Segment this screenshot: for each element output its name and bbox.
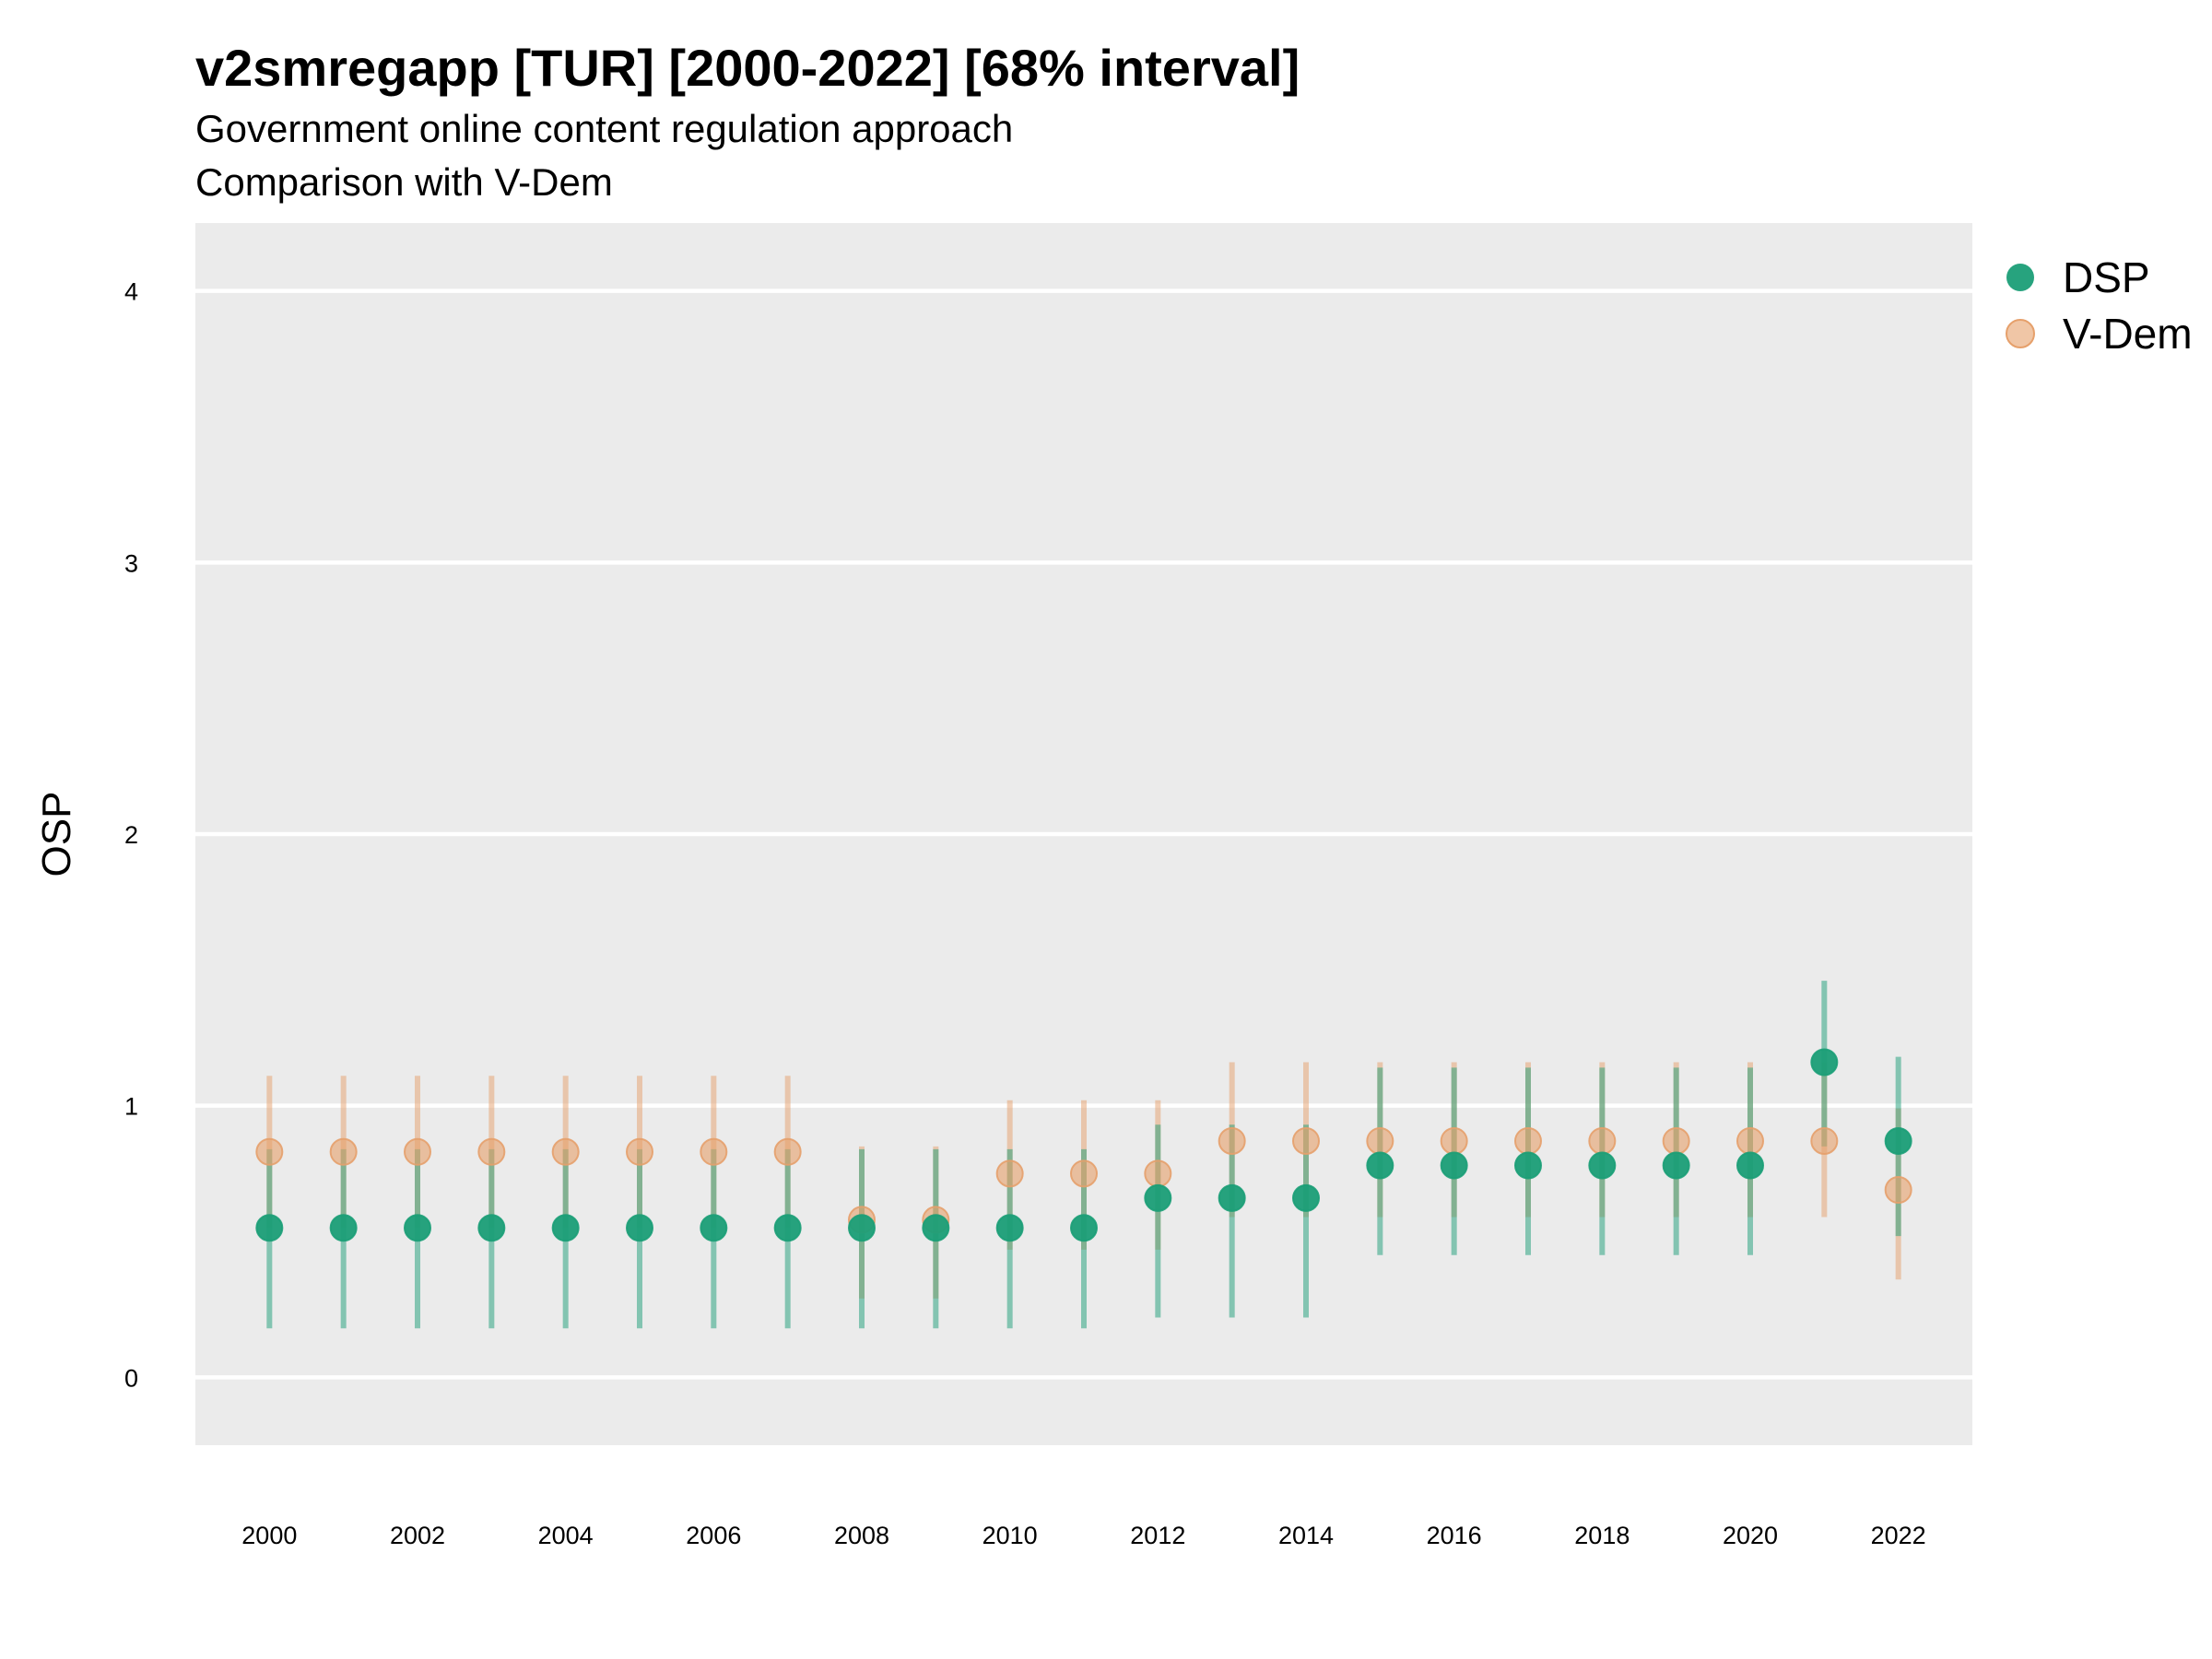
y-axis-label: OSP [34, 792, 79, 877]
point-vdem [1218, 1126, 1246, 1155]
x-tick-label: 2012 [1130, 1522, 1185, 1549]
point-dsp [1144, 1183, 1172, 1212]
chart-title: v2smregapp [TUR] [2000-2022] [68% interv… [195, 39, 1300, 97]
point-dsp [329, 1214, 358, 1242]
legend-label-dsp: DSP [2063, 253, 2150, 301]
point-vdem [1366, 1126, 1394, 1155]
point-vdem [1514, 1126, 1542, 1155]
y-tick-label: 3 [124, 549, 138, 577]
point-dsp [404, 1214, 431, 1242]
point-dsp [1884, 1126, 1912, 1155]
chart-subtitle-line-1: Government online content regulation app… [195, 107, 1013, 150]
point-vdem [1292, 1126, 1320, 1155]
data-points [255, 1048, 1912, 1242]
point-dsp [1292, 1183, 1320, 1212]
point-vdem [700, 1137, 728, 1166]
chart-subtitle-line-2: Comparison with V-Dem [195, 160, 613, 204]
x-tick-label: 2022 [1871, 1522, 1926, 1549]
point-vdem [1588, 1126, 1617, 1155]
x-tick-label: 2016 [1427, 1522, 1482, 1549]
point-dsp [1810, 1048, 1839, 1077]
point-vdem [1810, 1126, 1839, 1155]
y-tick-label: 1 [124, 1093, 138, 1121]
x-tick-label: 2020 [1723, 1522, 1778, 1549]
x-tick-label: 2010 [982, 1522, 1038, 1549]
point-vdem [1736, 1126, 1764, 1155]
point-dsp [551, 1214, 580, 1242]
point-dsp [1736, 1151, 1764, 1180]
point-vdem [626, 1137, 653, 1166]
legend-marker-vdem [2006, 319, 2035, 348]
point-dsp [1588, 1151, 1617, 1180]
point-dsp [1440, 1151, 1468, 1180]
x-tick-label: 2018 [1574, 1522, 1630, 1549]
point-dsp [477, 1214, 506, 1242]
point-vdem [1440, 1126, 1468, 1155]
point-vdem [773, 1137, 802, 1166]
x-axis-ticks: 2000 2002 2004 2006 2008 2010 2012 2014 2016 2018… [241, 1522, 1925, 1549]
point-vdem [404, 1137, 431, 1166]
point-dsp [626, 1214, 653, 1242]
x-tick-label: 2006 [686, 1522, 741, 1549]
point-dsp [995, 1214, 1024, 1242]
point-dsp [922, 1214, 950, 1242]
point-vdem [551, 1137, 580, 1166]
point-vdem [1070, 1159, 1098, 1188]
point-vdem [995, 1159, 1024, 1188]
x-tick-label: 2002 [390, 1522, 445, 1549]
point-dsp [1366, 1151, 1394, 1180]
point-dsp [700, 1214, 728, 1242]
legend: DSP V-Dem [2006, 253, 2193, 358]
y-tick-label: 4 [124, 278, 138, 306]
point-vdem [329, 1137, 358, 1166]
point-dsp [1514, 1151, 1542, 1180]
y-tick-label: 0 [124, 1364, 138, 1392]
point-vdem [255, 1137, 284, 1166]
y-axis-ticks: 0 1 2 3 4 [124, 278, 138, 1393]
point-vdem [1884, 1176, 1912, 1205]
point-dsp [1218, 1183, 1246, 1212]
legend-marker-dsp [2006, 264, 2034, 291]
x-tick-label: 2014 [1278, 1522, 1334, 1549]
point-dsp [848, 1214, 876, 1242]
legend-label-vdem: V-Dem [2063, 310, 2193, 358]
x-tick-label: 2004 [538, 1522, 594, 1549]
point-vdem [1144, 1159, 1172, 1188]
point-vdem [1662, 1126, 1690, 1155]
point-dsp [1662, 1151, 1690, 1180]
point-dsp [255, 1214, 284, 1242]
x-tick-label: 2000 [241, 1522, 297, 1549]
point-dsp [773, 1214, 802, 1242]
point-vdem [477, 1137, 506, 1166]
y-tick-label: 2 [124, 821, 138, 849]
x-tick-label: 2008 [834, 1522, 889, 1549]
point-dsp [1070, 1214, 1098, 1242]
